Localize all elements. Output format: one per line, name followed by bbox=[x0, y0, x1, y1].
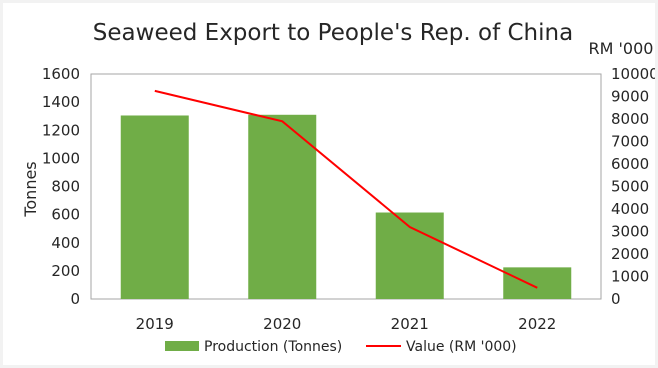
y2-tick-label: 8000 bbox=[611, 110, 649, 128]
y2-tick-label: 3000 bbox=[611, 223, 649, 241]
chart-title: Seaweed Export to People's Rep. of China bbox=[93, 20, 573, 46]
plot-area: 0 200 400 600 800 1000 1200 1400 1600 0 1000 2000 30… bbox=[42, 65, 655, 333]
bar-production bbox=[375, 212, 444, 299]
y2-tick-label: 0 bbox=[611, 290, 621, 308]
y2-tick-label: 4000 bbox=[611, 200, 649, 218]
y2-axis-title: RM '000 bbox=[589, 39, 654, 58]
y-tick-label: 1200 bbox=[42, 121, 80, 139]
y2-tick-label: 2000 bbox=[611, 245, 649, 263]
x-tick-label: 2019 bbox=[136, 315, 174, 333]
y2-tick-label: 6000 bbox=[611, 155, 649, 173]
y2-tick-label: 5000 bbox=[611, 178, 649, 196]
line-value bbox=[154, 89, 538, 289]
y-axis-title: Tonnes bbox=[21, 161, 40, 217]
legend-swatch-production bbox=[165, 341, 199, 351]
y-tick-label: 200 bbox=[51, 262, 80, 280]
legend-label-production: Production (Tonnes) bbox=[204, 339, 342, 355]
x-tick-label: 2021 bbox=[391, 315, 429, 333]
y-tick-label: 1400 bbox=[42, 93, 80, 111]
y2-tick-label: 10000 bbox=[611, 65, 655, 83]
y2-tick-label: 9000 bbox=[611, 88, 649, 106]
y-tick-label: 400 bbox=[51, 234, 80, 252]
plot-border bbox=[90, 73, 602, 300]
legend-label-value: Value (RM '000) bbox=[406, 339, 517, 355]
bar-production bbox=[120, 115, 189, 299]
bar-production bbox=[503, 267, 572, 299]
y2-tick-label: 1000 bbox=[611, 268, 649, 286]
y-tick-label: 1600 bbox=[42, 65, 80, 83]
y-tick-label: 600 bbox=[51, 206, 80, 224]
x-tick-label: 2022 bbox=[518, 315, 556, 333]
chart-frame: Seaweed Export to People's Rep. of China… bbox=[3, 3, 655, 365]
legend: Production (Tonnes) Value (RM '000) bbox=[165, 339, 517, 355]
y-tick-label: 800 bbox=[51, 178, 80, 196]
bar-production bbox=[248, 114, 317, 299]
chart: Seaweed Export to People's Rep. of China… bbox=[21, 20, 655, 355]
y-tick-label: 1000 bbox=[42, 149, 80, 167]
y-tick-label: 0 bbox=[70, 290, 80, 308]
x-tick-label: 2020 bbox=[263, 315, 301, 333]
y2-tick-label: 7000 bbox=[611, 133, 649, 151]
